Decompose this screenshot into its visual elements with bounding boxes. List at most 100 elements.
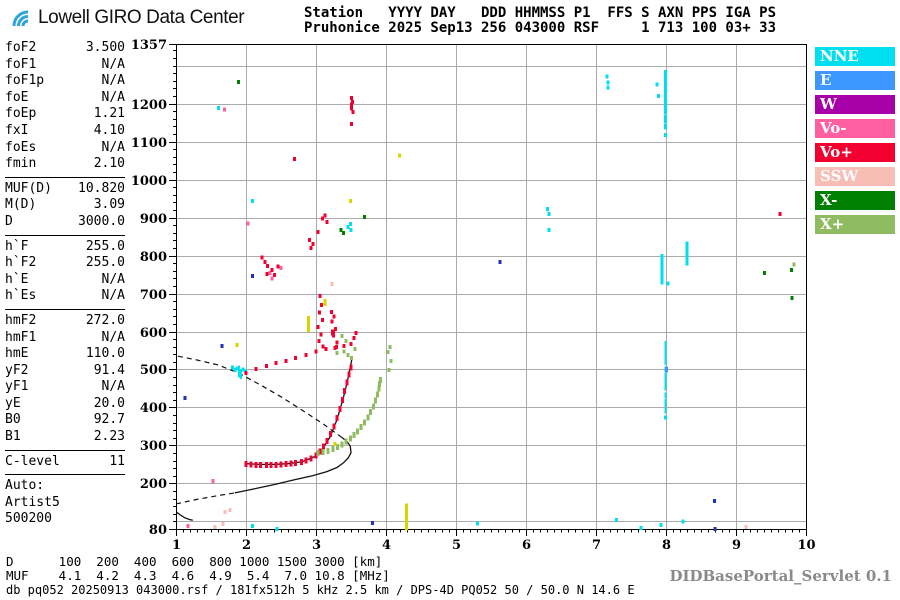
param-value: 3000.0 [78, 213, 125, 229]
param-row: Artist5 [5, 495, 125, 512]
svg-text:500: 500 [140, 363, 167, 378]
param-value: N/A [101, 271, 125, 287]
legend-item-vo+: Vo+ [815, 143, 895, 162]
param-row: yE 20.0 [5, 396, 125, 413]
param-row: foEs N/A [5, 140, 125, 157]
param-label: h`Es [5, 288, 37, 304]
param-label: h`F [5, 238, 29, 254]
param-value: 92.7 [93, 412, 125, 428]
param-row: Auto: [5, 478, 125, 495]
param-value: N/A [101, 56, 125, 72]
param-label: hmE [5, 346, 29, 362]
param-value: 110.0 [85, 346, 125, 362]
giro-wave-icon [7, 3, 34, 33]
param-value: 3.09 [93, 197, 125, 213]
param-label: B1 [5, 429, 21, 445]
param-value: N/A [101, 329, 125, 345]
svg-text:800: 800 [140, 250, 167, 265]
param-label: C-level [5, 453, 60, 469]
param-label: MUF(D) [5, 180, 52, 196]
param-row: M(D) 3.09 [5, 197, 125, 214]
param-value: 255.0 [85, 255, 125, 271]
svg-text:600: 600 [140, 326, 167, 341]
param-value: 255.0 [85, 238, 125, 254]
param-label: yF1 [5, 379, 29, 395]
param-row: h`F 255.0 [5, 239, 125, 256]
param-row: h`Es N/A [5, 288, 125, 305]
param-value: N/A [101, 139, 125, 155]
param-label: Auto: [5, 478, 45, 494]
param-label: foE [5, 89, 29, 105]
svg-text:300: 300 [140, 439, 167, 454]
param-label: M(D) [5, 197, 37, 213]
param-row: fmin 2.10 [5, 156, 125, 173]
param-value: 3.500 [85, 40, 125, 55]
param-label: yE [5, 395, 21, 411]
param-row: h`F2 255.0 [5, 255, 125, 272]
echo-direction-legend: NNE E W Vo- Vo+ SSW X- X+ [815, 47, 895, 239]
measurement-status-line: db pq052 20250913 043000.rsf / 181fx512h… [6, 583, 635, 597]
svg-text:1100: 1100 [131, 136, 167, 151]
legend-item-vo-: Vo- [815, 119, 895, 138]
param-row: yF2 91.4 [5, 363, 125, 380]
param-row: foF2 3.500 [5, 40, 125, 57]
param-value: 11 [109, 453, 125, 469]
param-row: h`E N/A [5, 272, 125, 289]
param-label: 500200 [5, 511, 52, 527]
param-row: hmE 110.0 [5, 346, 125, 363]
svg-text:1000: 1000 [131, 174, 167, 189]
param-value: 2.10 [93, 156, 125, 172]
svg-text:900: 900 [140, 212, 167, 227]
param-label: foF2 [5, 40, 37, 55]
svg-text:3: 3 [312, 538, 321, 553]
param-row: foF1p N/A [5, 73, 125, 90]
param-row: B0 92.7 [5, 412, 125, 429]
param-label: foEp [5, 106, 37, 122]
param-row: yF1 N/A [5, 379, 125, 396]
param-row: D 3000.0 [5, 214, 125, 231]
logo-text: Lowell GIRO Data Center [38, 7, 245, 28]
svg-text:200: 200 [140, 477, 167, 492]
param-divider [5, 176, 125, 178]
svg-text:1200: 1200 [131, 98, 167, 113]
svg-text:5: 5 [452, 538, 461, 553]
param-value: 20.0 [93, 395, 125, 411]
param-divider [5, 308, 125, 310]
param-label: foF1p [5, 73, 45, 89]
param-value: 4.10 [93, 122, 125, 138]
legend-item-e: E [815, 71, 895, 90]
legend-item-nne: NNE [815, 47, 895, 66]
param-label: D [5, 213, 13, 229]
param-row: hmF1 N/A [5, 330, 125, 347]
legend-item-x+: X+ [815, 215, 895, 234]
muf-table: D 100 200 400 600 800 1000 1500 3000 [km… [6, 555, 390, 582]
param-value: N/A [101, 89, 125, 105]
param-row: C-level 11 [5, 454, 125, 471]
param-label: Artist5 [5, 494, 60, 510]
svg-text:400: 400 [140, 401, 167, 416]
svg-text:700: 700 [140, 288, 167, 303]
svg-text:80: 80 [149, 523, 167, 538]
param-row: MUF(D) 10.820 [5, 181, 125, 198]
param-value: N/A [101, 73, 125, 89]
param-row: 500200 [5, 511, 125, 528]
param-value: 91.4 [93, 362, 125, 378]
svg-text:7: 7 [592, 538, 601, 553]
svg-text:10: 10 [797, 538, 815, 553]
param-divider [5, 449, 125, 451]
svg-text:2: 2 [242, 538, 251, 553]
param-value: 10.820 [78, 180, 125, 196]
param-label: hmF2 [5, 312, 37, 328]
param-row: fxI 4.10 [5, 123, 125, 140]
svg-text:1357: 1357 [131, 38, 167, 53]
svg-text:4: 4 [382, 538, 391, 553]
param-label: foEs [5, 139, 37, 155]
param-value: 1.21 [93, 106, 125, 122]
station-header-line2: Pruhonice 2025 Sep13 256 043000 RSF 1 71… [304, 20, 777, 36]
param-row: foE N/A [5, 90, 125, 107]
param-label: h`F2 [5, 255, 37, 271]
giro-logo: Lowell GIRO Data Center [7, 3, 245, 33]
param-label: fmin [5, 156, 37, 172]
